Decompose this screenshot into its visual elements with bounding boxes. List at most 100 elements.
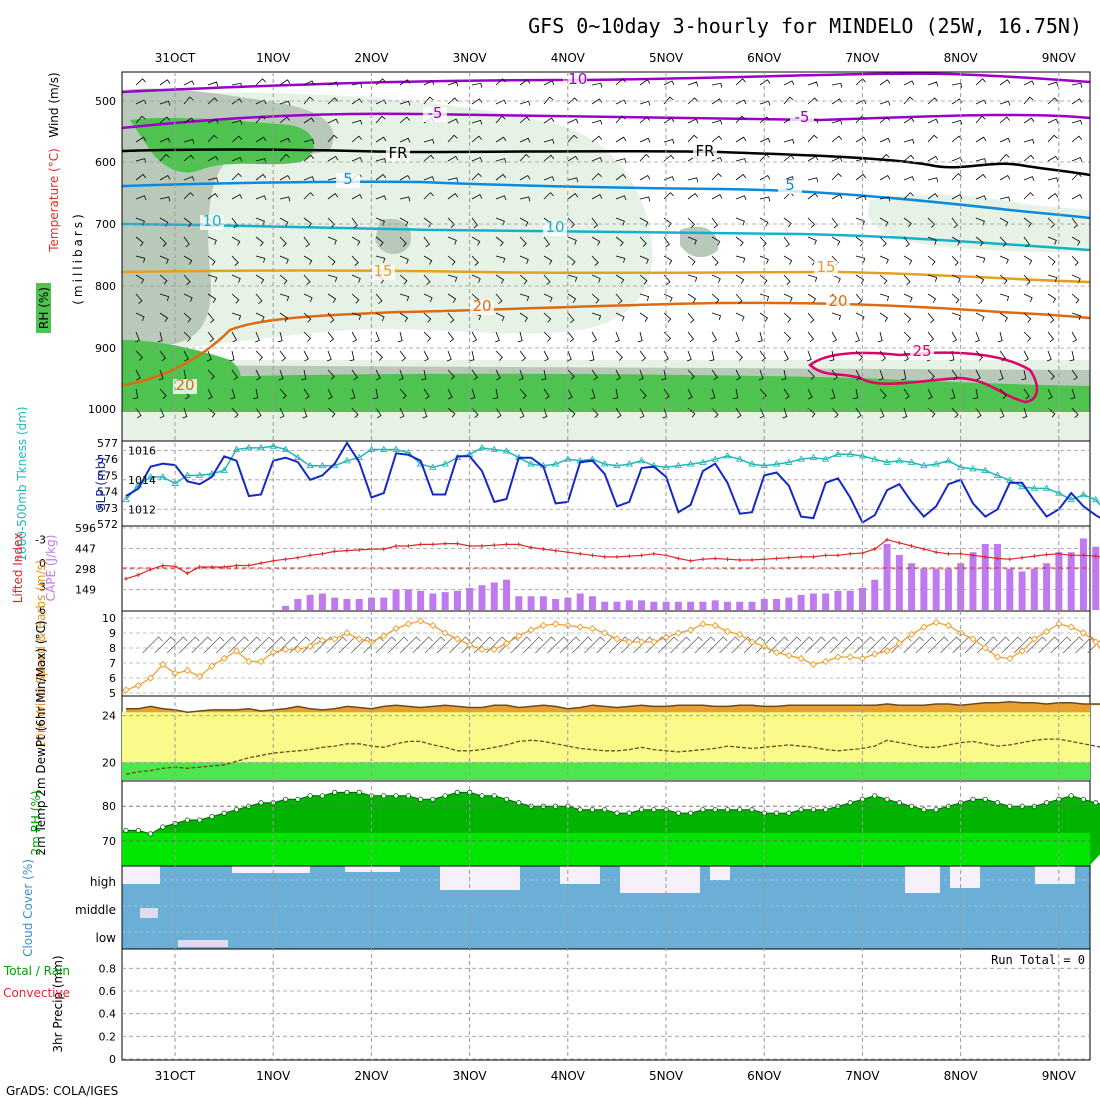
wind-barb	[951, 293, 960, 304]
wind-barb	[351, 236, 361, 246]
thickness-point	[600, 460, 609, 467]
wind-barb	[519, 274, 528, 285]
wind-barb	[423, 388, 430, 400]
rh2m-point	[258, 800, 264, 806]
wind-barb	[231, 274, 241, 283]
wind-barb	[999, 137, 1011, 143]
wind-speed-point	[809, 660, 818, 669]
upper-ylabel-temp: Temperature (°C)	[47, 148, 61, 253]
wind-barb	[207, 81, 219, 87]
wind-barb	[159, 116, 171, 124]
wind-barb	[927, 236, 937, 245]
wind-barb	[639, 388, 647, 399]
wind-barb	[903, 117, 915, 124]
wind-barb	[399, 174, 411, 181]
wind-speed-point	[502, 639, 511, 648]
wind-barb	[375, 369, 381, 381]
lifted-index-point	[835, 553, 840, 558]
lifted-index-point	[1081, 553, 1086, 558]
wind-barb	[567, 388, 573, 400]
wind-speed-point	[981, 644, 989, 652]
wind-barb	[711, 255, 719, 266]
wind-barb	[927, 331, 935, 343]
thickness-point	[870, 455, 879, 462]
wind-barb	[351, 407, 359, 418]
wind-barb	[159, 79, 171, 86]
cape-bar	[773, 598, 781, 610]
wind-barb	[757, 331, 763, 343]
rh2m-point	[749, 807, 755, 813]
contour-label: 10	[545, 218, 564, 236]
wind-barb	[615, 115, 626, 124]
wind-barb	[135, 236, 144, 247]
wind-barb	[135, 115, 146, 124]
wind-barb	[615, 331, 620, 343]
wind-barb	[759, 196, 771, 202]
wind-barb	[639, 153, 650, 162]
wind-barb	[1023, 117, 1035, 124]
wind-barb	[519, 350, 526, 362]
wind-barb	[231, 331, 238, 343]
thickness-point	[834, 450, 842, 457]
footer-credit: GrADS: COLA/IGES	[6, 1084, 118, 1098]
wind-barb	[495, 78, 506, 86]
wind-barb	[855, 331, 860, 343]
thickness-point	[220, 466, 228, 473]
wind-barb	[637, 331, 643, 343]
wind-barb	[182, 407, 188, 419]
wind-barb	[423, 139, 435, 144]
wind-barb	[735, 255, 746, 263]
wind-barb	[975, 115, 986, 124]
wind-barb	[831, 82, 843, 88]
thickness-point	[674, 461, 683, 469]
lifted-index-point	[308, 553, 313, 558]
wind-barb	[423, 274, 431, 285]
wind-barb	[351, 194, 363, 200]
wind-barb	[879, 137, 891, 143]
cape-bar	[981, 543, 989, 610]
wind-barb	[279, 350, 286, 362]
wind-barb-10m	[436, 636, 458, 654]
wind-barb	[879, 153, 890, 162]
lifted-index-point	[578, 551, 583, 556]
wind-barb	[159, 350, 166, 362]
cloud-clear-block	[710, 866, 730, 880]
wind-barb	[255, 158, 267, 164]
wind-barb-10m	[289, 636, 311, 654]
wind-barb	[735, 312, 745, 322]
wind-barb	[231, 119, 243, 125]
wind-barb	[495, 236, 504, 247]
cape-bar	[699, 601, 707, 610]
cape-bar	[564, 597, 572, 610]
wind-barb	[447, 293, 457, 303]
contour-label: 5	[343, 170, 353, 188]
wind-barb-10m	[240, 636, 261, 654]
lifted-index-point	[872, 547, 877, 552]
lifted-index-point	[811, 554, 816, 559]
wind-barb	[159, 407, 165, 419]
wind-barb-10m	[756, 636, 777, 654]
wind-barb	[1023, 236, 1030, 248]
chart-title: GFS 0~10day 3-hourly for MINDELO (25W, 1…	[528, 14, 1082, 38]
cape-bar	[1092, 546, 1100, 610]
wind-barb	[1023, 96, 1034, 105]
cloud-clear-block	[178, 940, 228, 947]
cape-bar	[723, 601, 731, 610]
wind-barb	[351, 331, 358, 343]
wind-barb	[927, 255, 936, 266]
wind-barb	[591, 156, 603, 162]
thickness-point	[1091, 495, 1100, 503]
wind-barb	[231, 369, 238, 381]
wind-barb	[303, 96, 314, 105]
wind-barb	[975, 407, 982, 419]
wind-barb	[1047, 293, 1057, 303]
li-tick: 3	[39, 581, 46, 594]
slp-tick-label: 1016	[128, 444, 156, 457]
rh2m-point	[982, 796, 988, 802]
wind-barb	[279, 407, 285, 419]
date-label-bottom: 9NOV	[1042, 1069, 1077, 1083]
wind-barb	[879, 79, 891, 86]
wind-barb	[1023, 350, 1029, 362]
wind-barb	[519, 388, 527, 399]
wind-barb	[399, 217, 409, 227]
